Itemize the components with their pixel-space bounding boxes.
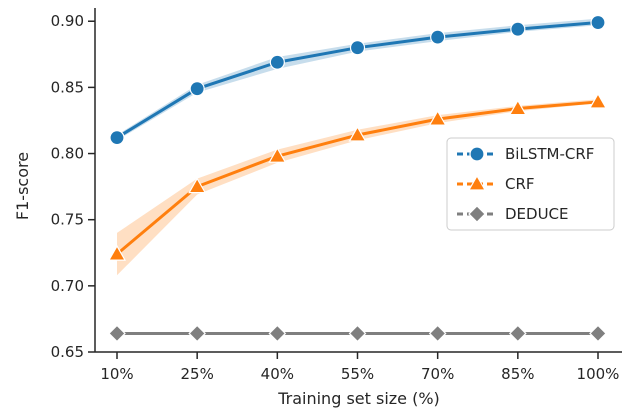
crf-point-40 <box>268 146 287 163</box>
bilstm-crf-point-100 <box>590 14 606 31</box>
y-tick-label: 0.80 <box>51 145 84 163</box>
deduce-legend-marker <box>468 205 486 223</box>
x-tick-label: 100% <box>577 365 620 383</box>
deduce-point-85 <box>508 324 527 343</box>
y-tick-label: 0.75 <box>51 211 84 229</box>
x-tick-label: 10% <box>100 365 133 383</box>
y-axis-title: F1-score <box>13 152 32 220</box>
crf-point-10 <box>107 244 127 261</box>
x-tick-label: 25% <box>180 365 213 383</box>
x-tick-label: 55% <box>341 365 374 383</box>
bilstm-crf-line <box>116 21 599 139</box>
y-tick-label: 0.65 <box>51 343 84 361</box>
crf-legend-marker <box>467 174 487 191</box>
bilstm-crf-confidence-band <box>117 18 598 141</box>
bilstm-crf-point-40 <box>269 54 285 70</box>
deduce-point-70 <box>428 324 447 343</box>
deduce-point-25 <box>188 324 207 343</box>
bilstm-crf-point-10 <box>109 130 125 146</box>
crf-point-100 <box>588 92 608 109</box>
deduce-point-55 <box>348 324 367 343</box>
crf-point-85 <box>508 99 527 116</box>
legend-box <box>446 137 615 231</box>
bilstm-crf-point-25 <box>189 81 205 97</box>
bilstm-crf-point-85 <box>510 21 526 37</box>
axes: 0.65 0.70 0.75 0.80 0.85 0.90 10% 25% 40% 55% 70% 8… <box>51 8 622 383</box>
x-axis-title: Training set size (%) <box>277 389 440 408</box>
y-tick-label: 0.85 <box>51 78 84 96</box>
crf-point-70 <box>428 109 447 126</box>
bilstm-crf-point-55 <box>349 40 366 56</box>
deduce-point-100 <box>589 324 607 343</box>
x-tick-label: 85% <box>501 365 534 383</box>
deduce-legend-label: DEDUCE <box>505 205 569 223</box>
series-markers <box>107 14 608 343</box>
legend: BiLSTM-CRF CRF DEDUCE <box>446 137 615 231</box>
crf-point-55 <box>348 125 367 142</box>
x-tick-label: 40% <box>261 365 294 383</box>
crf-point-25 <box>188 177 207 194</box>
bilstm-crf-legend-label: BiLSTM-CRF <box>505 145 594 163</box>
bilstm-crf-point-70 <box>430 29 446 45</box>
bilstm-crf-legend-marker <box>469 146 485 162</box>
y-tick-label: 0.90 <box>51 12 84 30</box>
deduce-point-40 <box>268 324 287 343</box>
deduce-point-10 <box>108 324 126 343</box>
x-tick-label: 70% <box>421 365 454 383</box>
crf-legend-label: CRF <box>505 175 535 193</box>
y-tick-label: 0.70 <box>51 277 84 295</box>
